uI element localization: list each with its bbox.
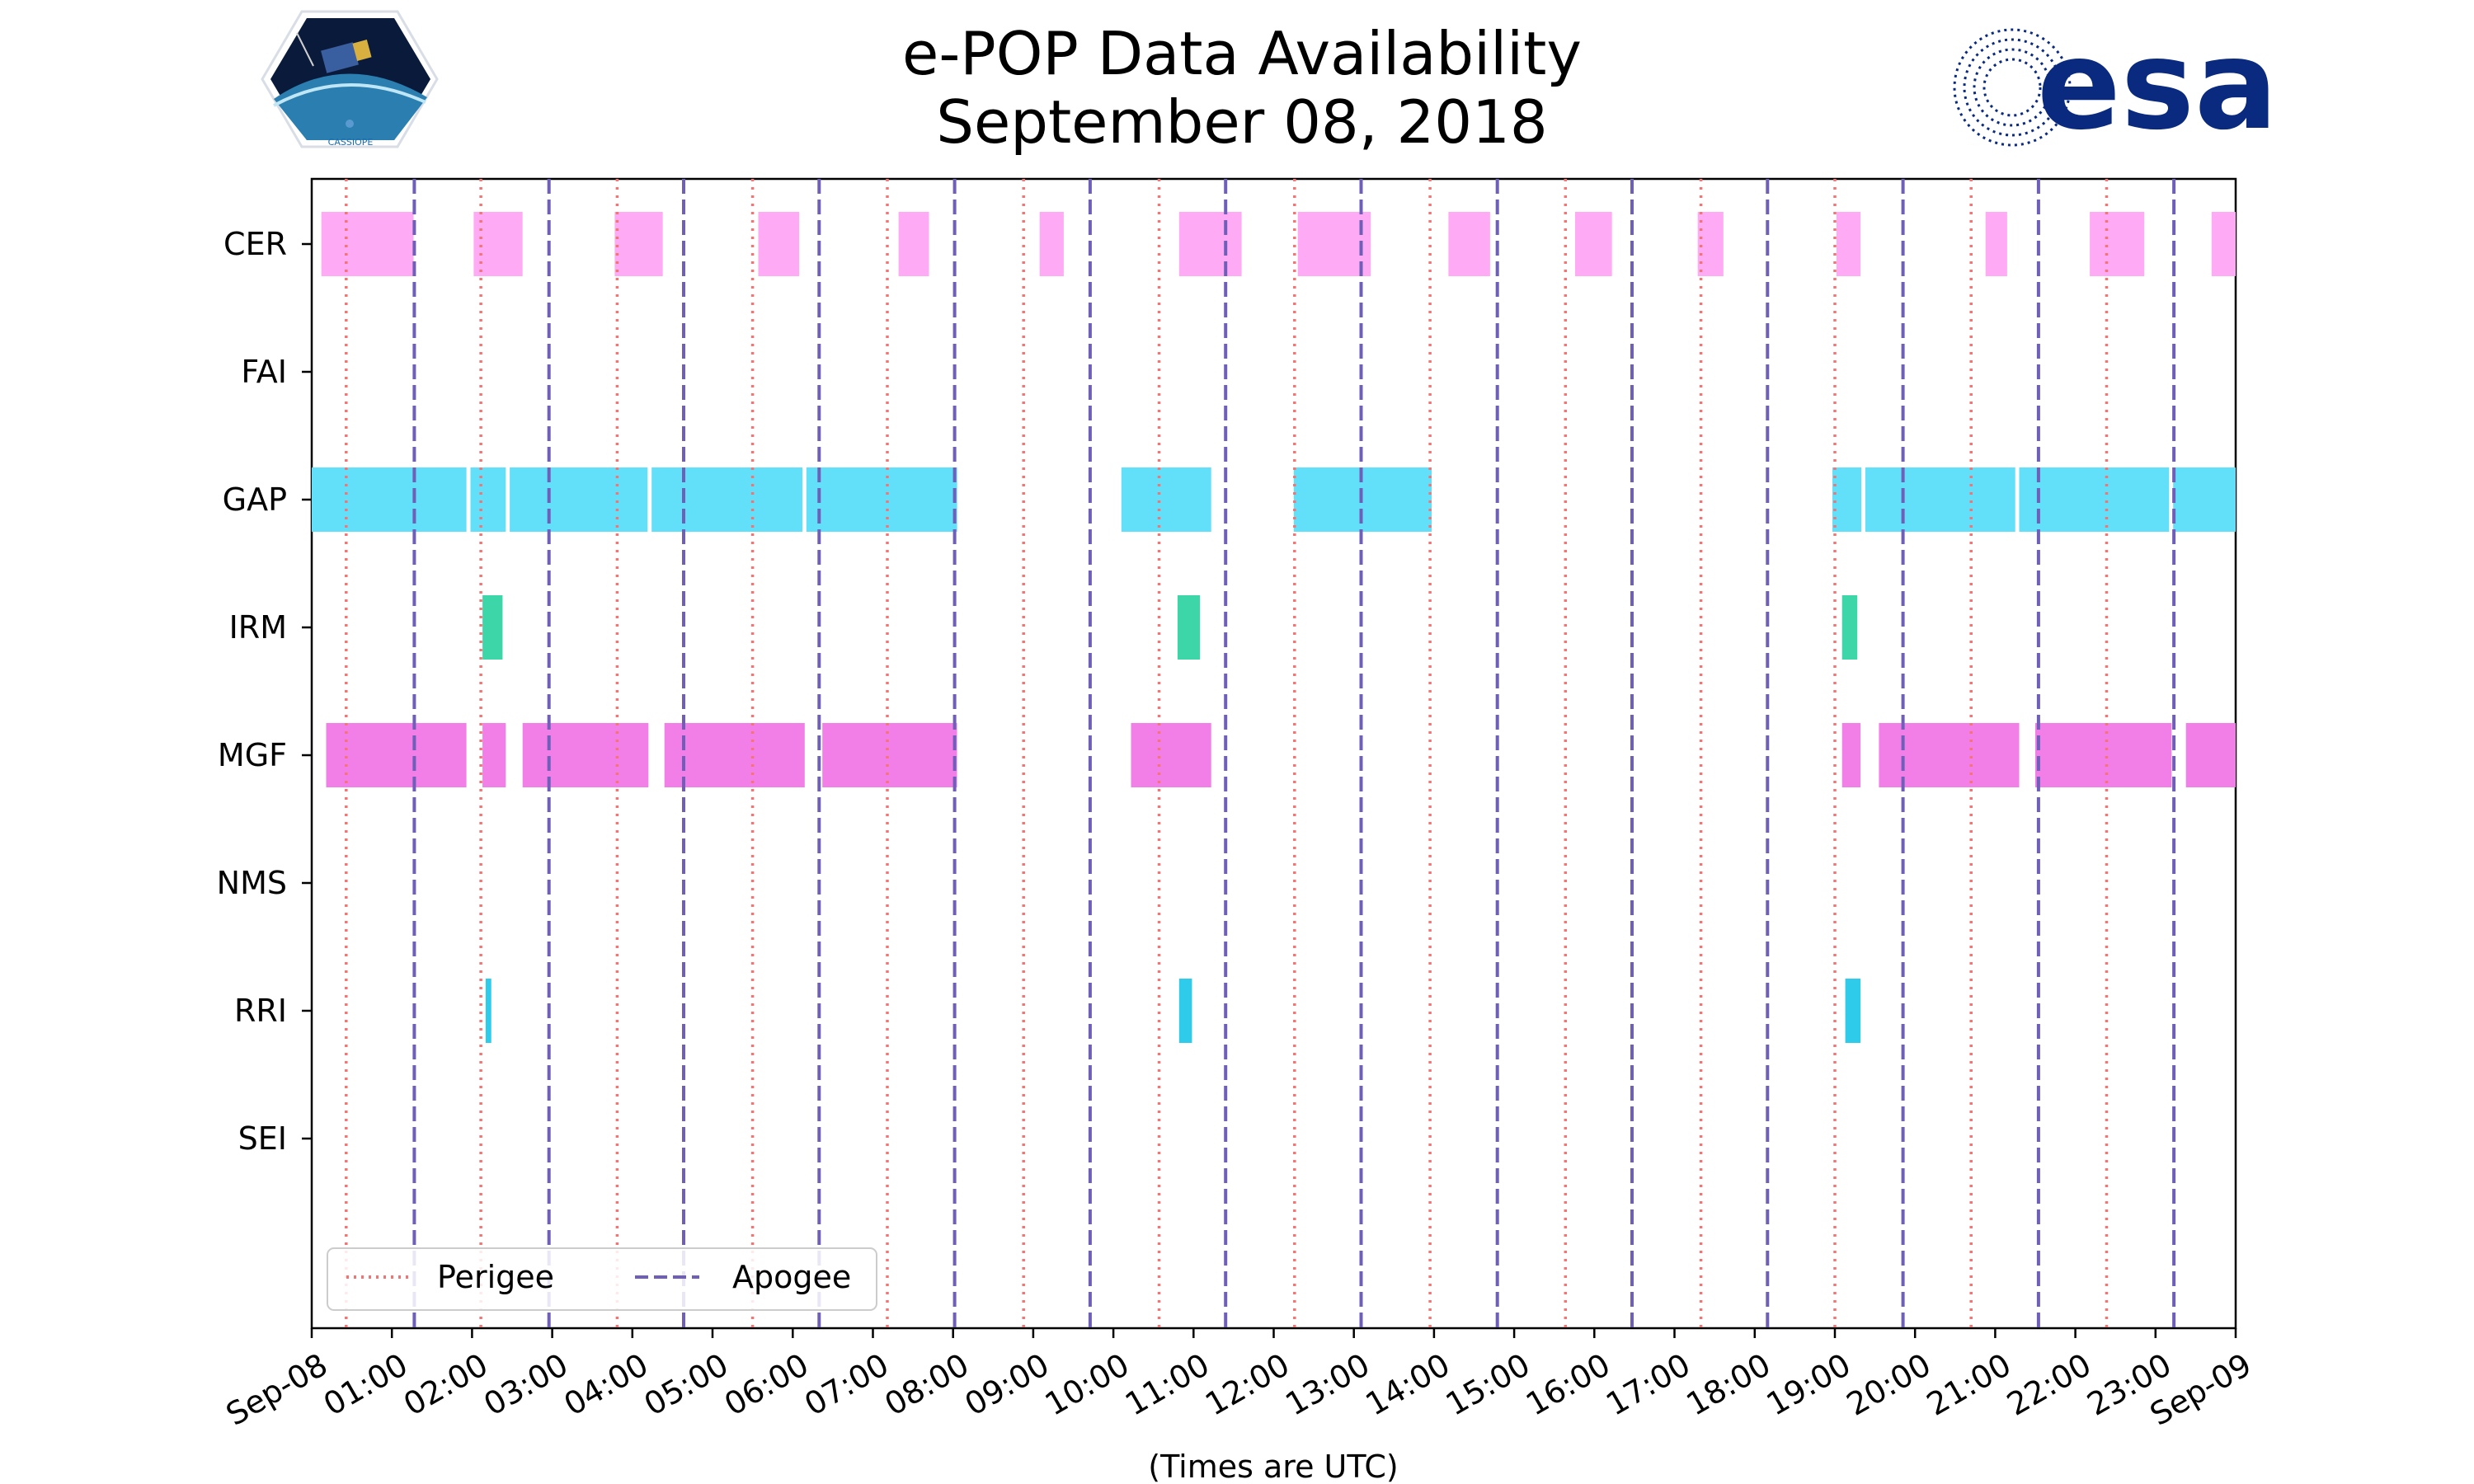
bar-cer-5 xyxy=(1039,212,1064,276)
x-tick-label-2: 02:00 xyxy=(397,1346,494,1423)
bar-mgf-0 xyxy=(326,723,467,787)
x-tick-label-6: 06:00 xyxy=(718,1346,815,1423)
bar-mgf-2 xyxy=(522,723,649,787)
x-tick-label-11: 11:00 xyxy=(1119,1346,1216,1423)
x-tick-label-1: 01:00 xyxy=(317,1346,414,1423)
bar-gap-10 xyxy=(2173,467,2236,532)
bar-gap-3 xyxy=(651,467,802,532)
bar-gap-7 xyxy=(1832,467,1861,532)
esa-logo-swirl xyxy=(1953,28,2072,147)
bar-rri-1 xyxy=(1178,979,1192,1043)
x-tick-label-21: 21:00 xyxy=(1921,1346,2017,1423)
x-tick-label-17: 17:00 xyxy=(1600,1346,1696,1423)
chart-title-line2: September 08, 2018 xyxy=(936,87,1547,157)
x-tick-label-18: 18:00 xyxy=(1680,1346,1776,1423)
legend-perigee-label: Perigee xyxy=(437,1259,554,1295)
legend-box xyxy=(327,1247,877,1311)
x-tick-label-8: 08:00 xyxy=(878,1346,975,1423)
bar-mgf-9 xyxy=(2185,723,2236,787)
bar-gap-5 xyxy=(1121,467,1211,532)
bar-irm-2 xyxy=(1841,595,1858,660)
x-axis: Sep-0801:0002:0003:0004:0005:0006:0007:0… xyxy=(220,1328,2258,1433)
bar-mgf-3 xyxy=(664,723,805,787)
bar-cer-8 xyxy=(1448,212,1490,276)
x-axis-label: (Times are UTC) xyxy=(1148,1449,1398,1484)
bar-gap-1 xyxy=(470,467,506,532)
x-tick-label-16: 16:00 xyxy=(1520,1346,1616,1423)
bar-mgf-6 xyxy=(1841,723,1861,787)
bar-gap-2 xyxy=(510,467,648,532)
bar-cer-11 xyxy=(1836,212,1861,276)
x-tick-label-0: Sep-08 xyxy=(220,1346,334,1433)
y-tick-label-sei: SEI xyxy=(238,1120,287,1157)
x-tick-label-7: 07:00 xyxy=(798,1346,895,1423)
x-tick-label-13: 13:00 xyxy=(1279,1346,1376,1423)
y-tick-label-cer: CER xyxy=(223,226,287,262)
x-tick-label-12: 12:00 xyxy=(1199,1346,1296,1423)
bar-cer-9 xyxy=(1575,212,1612,276)
x-tick-label-3: 03:00 xyxy=(477,1346,574,1423)
x-tick-label-22: 22:00 xyxy=(2001,1346,2097,1423)
bar-rri-0 xyxy=(485,979,492,1043)
bar-cer-12 xyxy=(1985,212,2007,276)
cassiope-logo-label: CASSIOPE xyxy=(328,137,374,148)
bar-gap-4 xyxy=(806,467,957,532)
bar-gap-8 xyxy=(1865,467,2015,532)
bar-mgf-4 xyxy=(822,723,957,787)
x-tick-label-19: 19:00 xyxy=(1761,1346,1857,1423)
bar-irm-1 xyxy=(1177,595,1201,660)
bar-mgf-1 xyxy=(482,723,506,787)
bar-cer-6 xyxy=(1178,212,1242,276)
bar-mgf-7 xyxy=(1879,723,2020,787)
y-tick-label-gap: GAP xyxy=(223,481,287,518)
legend: Perigee Apogee xyxy=(327,1247,877,1311)
x-tick-label-4: 04:00 xyxy=(557,1346,654,1423)
y-tick-label-irm: IRM xyxy=(229,609,287,646)
x-tick-label-15: 15:00 xyxy=(1440,1346,1536,1423)
bar-mgf-5 xyxy=(1131,723,1211,787)
bar-mgf-8 xyxy=(2035,723,2172,787)
y-tick-label-mgf: MGF xyxy=(218,737,287,773)
x-tick-label-20: 20:00 xyxy=(1841,1346,1937,1423)
esa-logo: esa xyxy=(1953,14,2278,157)
bar-irm-0 xyxy=(482,595,503,660)
x-tick-label-14: 14:00 xyxy=(1360,1346,1456,1423)
legend-apogee-label: Apogee xyxy=(732,1259,851,1295)
y-tick-label-rri: RRI xyxy=(234,993,287,1029)
cassiope-logo: CASSIOPE xyxy=(261,10,439,148)
bar-cer-4 xyxy=(898,212,929,276)
orbit-events-layer xyxy=(345,179,2176,1328)
bar-cer-7 xyxy=(1297,212,1371,276)
bar-rri-2 xyxy=(1845,979,1861,1043)
y-tick-label-fai: FAI xyxy=(241,354,287,390)
bar-cer-14 xyxy=(2211,212,2236,276)
esa-logo-wordmark: esa xyxy=(2037,14,2278,157)
bar-cer-3 xyxy=(758,212,800,276)
bars-layer xyxy=(312,212,2236,1043)
bar-cer-2 xyxy=(614,212,663,276)
x-tick-label-5: 05:00 xyxy=(638,1346,735,1423)
x-tick-label-10: 10:00 xyxy=(1039,1346,1136,1423)
bar-cer-13 xyxy=(2090,212,2145,276)
y-axis: CER FAI GAP IRM MGF NMS RRI SEI xyxy=(217,226,312,1157)
bar-cer-0 xyxy=(321,212,414,276)
chart-title-line1: e-POP Data Availability xyxy=(902,19,1582,88)
bar-gap-0 xyxy=(312,467,467,532)
x-tick-label-9: 09:00 xyxy=(959,1346,1056,1423)
bar-gap-9 xyxy=(2019,467,2170,532)
y-tick-label-nms: NMS xyxy=(217,865,287,901)
